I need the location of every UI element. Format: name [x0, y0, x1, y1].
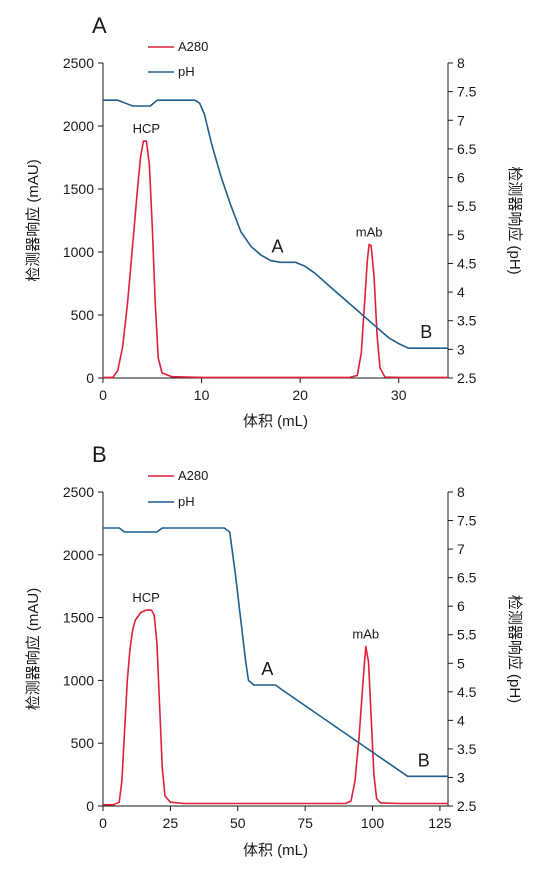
y2-tick-label: 3	[457, 341, 465, 357]
annotation-b: B	[418, 750, 430, 770]
annotation-b: B	[420, 322, 432, 342]
y-tick-label: 1500	[63, 610, 94, 626]
y-axis-title: 检测器响应 (mAU)	[24, 588, 42, 711]
y2-tick-label: 6	[457, 170, 465, 186]
y2-tick-label: 7.5	[457, 84, 477, 100]
x-tick-label: 125	[428, 815, 452, 831]
series-line-ph	[103, 99, 448, 349]
y2-tick-label: 5.5	[457, 198, 477, 214]
y2-tick-label: 2.5	[457, 370, 477, 386]
y2-tick-label: 4	[457, 284, 465, 300]
legend-label-ph: pH	[178, 64, 195, 79]
x-tick-label: 100	[361, 815, 385, 831]
annotation-hcp: HCP	[132, 590, 159, 605]
legend-label-a280: A280	[178, 468, 208, 483]
x-tick-label: 10	[194, 387, 210, 403]
x-tick-label: 20	[292, 387, 308, 403]
y2-axis-title: 检测器响应 (pH)	[506, 166, 524, 274]
y2-tick-label: 6.5	[457, 570, 477, 586]
y2-tick-label: 5	[457, 655, 465, 671]
legend-label-a280: A280	[178, 39, 208, 54]
annotation-a: A	[261, 659, 273, 679]
y2-tick-label: 4.5	[457, 684, 477, 700]
annotation-mab: mAb	[352, 626, 379, 641]
x-axis-title: 体积 (mL)	[243, 842, 308, 859]
y2-axis-title: 检测器响应 (pH)	[506, 595, 524, 703]
y2-tick-label: 2.5	[457, 798, 477, 814]
x-tick-label: 30	[391, 387, 407, 403]
chart-panel-b: B0 25 50 75 100 125050010001500200025002.533.…	[24, 442, 524, 859]
y2-tick-label: 7	[457, 112, 465, 128]
annotation-hcp: HCP	[133, 121, 160, 136]
series-line-a280	[103, 140, 448, 379]
y2-tick-label: 3.5	[457, 313, 477, 329]
y-tick-label: 500	[71, 307, 95, 323]
x-tick-label: 75	[297, 815, 313, 831]
y2-tick-label: 7.5	[457, 513, 477, 529]
y2-tick-label: 5.5	[457, 627, 477, 643]
annotation-a: A	[271, 236, 283, 256]
y2-tick-label: 5	[457, 227, 465, 243]
x-tick-label: 50	[230, 815, 246, 831]
y2-tick-label: 7	[457, 541, 465, 557]
series-line-ph	[103, 527, 448, 778]
y-tick-label: 0	[86, 798, 94, 814]
panel-label: A	[92, 13, 107, 38]
series-line-a280	[103, 609, 448, 806]
annotation-mab: mAb	[356, 224, 383, 239]
y2-tick-label: 3.5	[457, 741, 477, 757]
y-tick-label: 1000	[63, 672, 94, 688]
x-tick-label: 0	[99, 815, 107, 831]
x-tick-label: 0	[99, 387, 107, 403]
y-tick-label: 500	[71, 735, 95, 751]
y2-tick-label: 3	[457, 769, 465, 785]
y-tick-label: 2500	[63, 484, 94, 500]
y2-tick-label: 6.5	[457, 141, 477, 157]
chart-panel-a: A 0 10 20 30 0 500 1000 1500 2000 2500 2.5 3 3.5 4 4.5 5…	[24, 13, 524, 430]
x-tick-label: 25	[163, 815, 179, 831]
y-tick-label: 2000	[63, 547, 94, 563]
legend-label-ph: pH	[178, 494, 195, 509]
y-tick-label: 2500	[63, 55, 94, 71]
y2-tick-label: 8	[457, 484, 465, 500]
x-axis-title: 体积 (mL)	[243, 413, 308, 430]
y-tick-label: 1000	[63, 244, 94, 260]
y2-tick-label: 8	[457, 55, 465, 71]
y-tick-label: 0	[86, 370, 94, 386]
y2-tick-label: 6	[457, 598, 465, 614]
panel-label: B	[92, 442, 107, 467]
y-axis-title: 检测器响应 (mAU)	[24, 159, 42, 282]
y2-tick-label: 4	[457, 712, 465, 728]
y-tick-label: 1500	[63, 181, 94, 197]
y2-tick-label: 4.5	[457, 255, 477, 271]
y-tick-label: 2000	[63, 118, 94, 134]
